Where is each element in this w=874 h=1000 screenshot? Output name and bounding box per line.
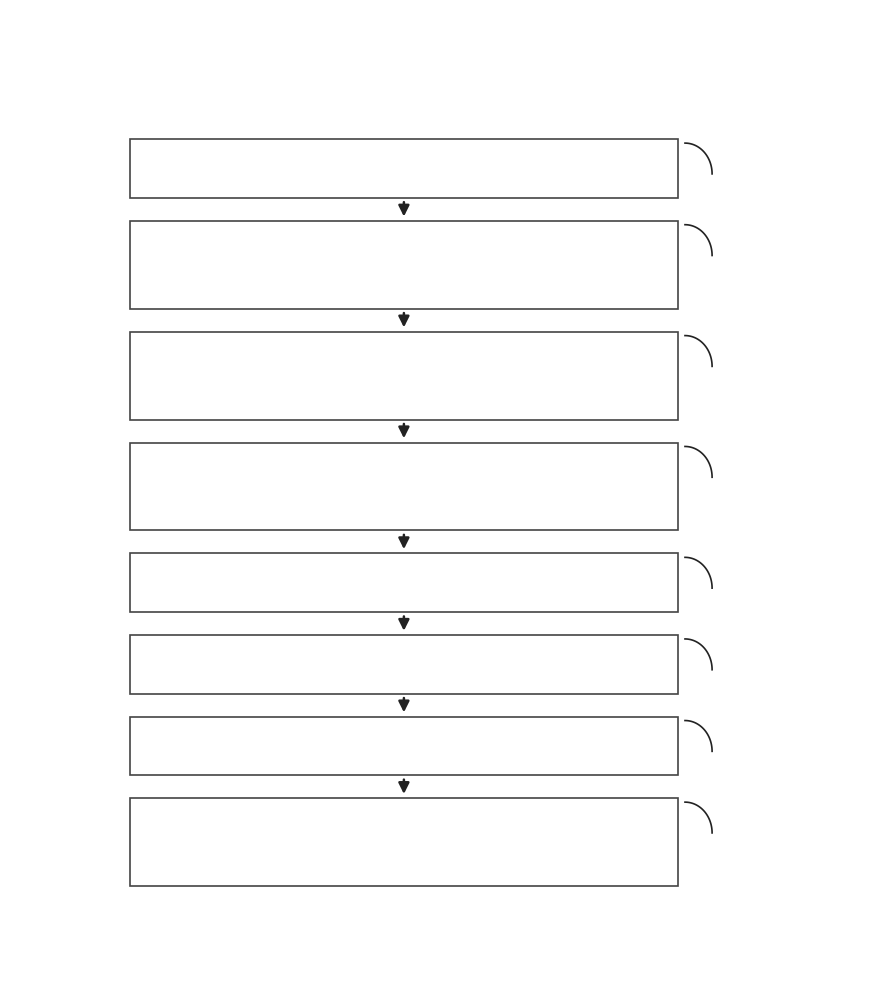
Bar bbox=[129, 332, 678, 420]
Bar bbox=[129, 798, 678, 886]
Bar bbox=[129, 553, 678, 612]
Bar bbox=[129, 635, 678, 694]
Bar bbox=[129, 221, 678, 309]
Bar bbox=[129, 443, 678, 530]
Bar bbox=[129, 139, 678, 198]
Bar bbox=[129, 717, 678, 775]
